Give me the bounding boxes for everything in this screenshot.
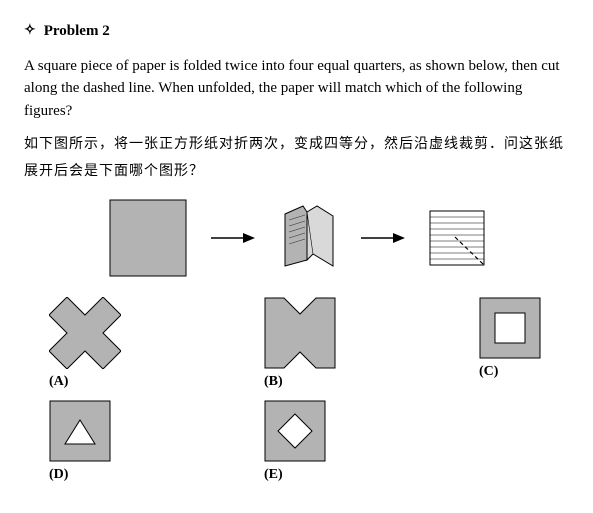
choice-e-label: (E)	[264, 464, 283, 485]
choice-a-label: (A)	[49, 371, 68, 392]
choice-row-1: (A) (B) (C)	[49, 297, 569, 392]
choice-b-figure	[264, 297, 336, 369]
problem-text-chinese: 如下图所示，将一张正方形纸对折两次，变成四等分，然后沿虚线裁剪．问这张纸展开后会…	[24, 132, 569, 185]
sequence-folded	[279, 204, 337, 272]
problem-header: ✧ Problem 2	[24, 20, 569, 43]
diamond-bullet-icon: ✧	[24, 20, 36, 41]
folding-sequence	[24, 199, 569, 277]
choice-row-2: (D) (E)	[49, 400, 569, 485]
choice-b: (B)	[264, 297, 349, 392]
choice-c-figure	[479, 297, 541, 359]
choice-e-figure	[264, 400, 326, 462]
choice-b-label: (B)	[264, 371, 283, 392]
answer-choices: (A) (B) (C) (D)	[24, 297, 569, 485]
choice-d: (D)	[49, 400, 134, 485]
arrow-icon	[361, 231, 405, 245]
sequence-cut	[429, 210, 485, 266]
problem-text-english: A square piece of paper is folded twice …	[24, 55, 569, 123]
problem-title: Problem 2	[44, 23, 110, 39]
sequence-square	[109, 199, 187, 277]
arrow-icon	[211, 231, 255, 245]
choice-d-figure	[49, 400, 111, 462]
choice-c: (C)	[479, 297, 564, 392]
choice-a: (A)	[49, 297, 134, 392]
choice-d-label: (D)	[49, 464, 68, 485]
choice-c-label: (C)	[479, 361, 498, 382]
choice-a-figure	[49, 297, 121, 369]
choice-e: (E)	[264, 400, 349, 485]
